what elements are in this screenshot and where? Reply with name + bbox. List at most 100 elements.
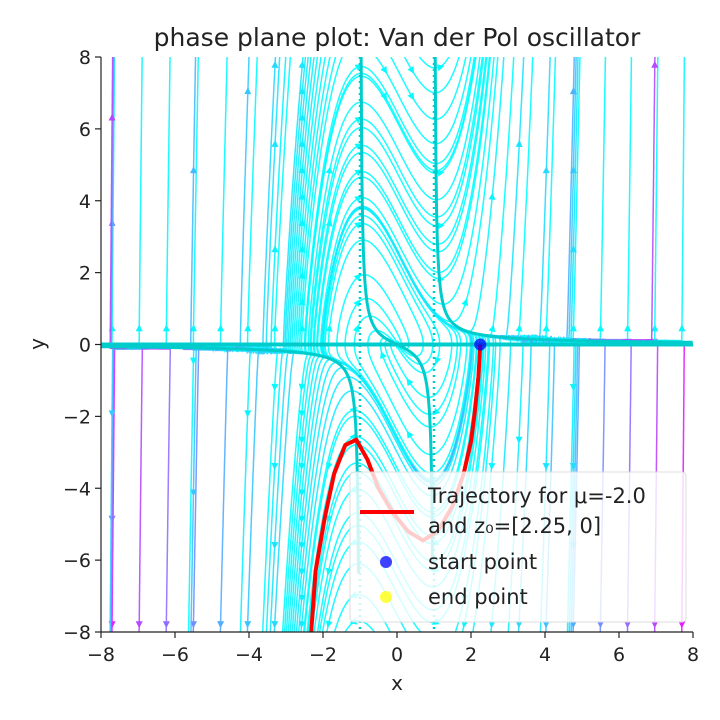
streamline-41	[297, 57, 473, 483]
streamline-9	[165, 57, 299, 355]
streamline-arrow-96	[515, 436, 523, 444]
legend: Trajectory for μ=-2.0 and z₀=[2.25, 0] s…	[349, 471, 687, 623]
x-tick-label: 8	[687, 644, 699, 666]
streamline-arrow-114	[624, 324, 632, 332]
streamline-arrow-18	[244, 410, 252, 418]
streamline-arrow-35	[298, 462, 306, 471]
streamline-119	[653, 57, 686, 345]
y-tick-label: 8	[79, 47, 91, 69]
start-point-marker	[474, 338, 487, 351]
streamline-arrow-83	[434, 356, 442, 365]
y-tick-label: −2	[63, 406, 91, 428]
streamline-arrow-56	[325, 166, 333, 174]
y-tick-label: −6	[63, 550, 91, 572]
y-tick-label: 0	[79, 335, 91, 357]
streamline-arrow-38	[298, 383, 306, 391]
streamline-arrow-72	[380, 351, 387, 359]
streamline-arrow-7	[135, 324, 143, 332]
streamline-arrow-116	[651, 324, 659, 332]
streamline-78	[403, 57, 460, 94]
streamline-arrow-117	[651, 60, 659, 68]
streamline-arrow-20	[244, 87, 252, 95]
streamline-arrow-112	[597, 324, 604, 332]
x-tick-label: −8	[87, 644, 115, 666]
y-tick-label: 6	[79, 119, 91, 141]
streamline-3	[111, 57, 140, 347]
x-tick-label: −6	[161, 644, 189, 666]
streamline-arrow-118	[678, 621, 686, 629]
streamline-arrow-8	[162, 621, 170, 629]
streamline-arrow-14	[190, 166, 197, 174]
streamline-74	[375, 57, 472, 145]
streamline-arrow-51	[325, 567, 333, 576]
streamline-arrow-9	[162, 324, 170, 332]
y-tick-label: 2	[79, 263, 91, 285]
slow-manifold-right	[433, 57, 693, 344]
streamline-0	[111, 347, 137, 632]
nullclines-layer	[101, 57, 693, 632]
streamline-arrow-78	[407, 66, 414, 74]
streamline-arrow-6	[135, 621, 143, 629]
streamline-arrow-21	[271, 621, 279, 629]
streamline-arrow-17	[244, 621, 252, 629]
streamline-arrow-67	[354, 195, 363, 203]
streamline-arrow-19	[244, 324, 252, 332]
streamline-8	[165, 343, 237, 632]
streamline-arrow-36	[298, 436, 306, 444]
streamline-arrow-23	[271, 462, 279, 471]
x-tick-label: 2	[465, 644, 477, 666]
x-tick-label: 6	[613, 644, 625, 666]
streamline-arrow-119	[678, 324, 686, 332]
x-axis-label: x	[391, 671, 403, 695]
streamline-arrow-1	[108, 515, 116, 523]
streamline-arrow-100	[542, 463, 550, 471]
streamline-arrow-99	[542, 621, 550, 629]
streamline-arrow-24	[271, 383, 279, 391]
streamline-arrow-113	[624, 621, 632, 629]
y-axis-label: y	[25, 338, 49, 350]
y-tick-label: −8	[63, 622, 91, 644]
slow-manifold-left	[101, 345, 360, 574]
streamline-arrow-106	[569, 384, 577, 391]
streamline-arrow-15	[217, 621, 225, 629]
points-layer	[474, 338, 487, 351]
streamline-arrow-111	[597, 621, 604, 629]
streamline-arrow-95	[515, 621, 523, 629]
legend-end-marker	[380, 591, 392, 603]
streamline-arrow-25	[271, 324, 279, 332]
chart-title: phase plane plot: Van der Pol oscillator	[154, 23, 641, 52]
streamline-arrow-16	[217, 324, 225, 332]
streamline-arrow-26	[271, 245, 279, 253]
streamline-arrow-28	[271, 60, 279, 68]
y-ticks: −8 −6 −4 −2 0 2 4 6 8	[63, 47, 101, 644]
streamline-arrow-91	[488, 620, 496, 629]
streamline-arrow-101	[542, 324, 550, 332]
streamline-arrow-64	[353, 299, 361, 307]
streamline-arrow-76	[406, 378, 414, 387]
streamline-arrow-93	[488, 324, 496, 333]
legend-box	[349, 471, 687, 623]
x-tick-label: 0	[391, 644, 403, 666]
streamline-arrow-37	[298, 410, 306, 418]
streamline-77	[390, 57, 467, 121]
streamline-arrow-5	[108, 113, 116, 121]
streamline-1	[110, 347, 143, 632]
streamline-arrow-86	[437, 169, 445, 177]
streamline-arrow-87	[436, 64, 445, 72]
streamline-arrow-77	[407, 92, 414, 101]
streamline-6	[138, 347, 171, 632]
streamline-arrow-22	[271, 542, 279, 550]
streamline-arrow-27	[271, 139, 279, 147]
legend-trajectory-label-line2: and z₀=[2.25, 0]	[428, 514, 601, 538]
streamline-arrow-102	[542, 166, 550, 174]
streamline-arrow-74	[380, 66, 387, 74]
x-ticks: −8 −6 −4 −2 0 2 4 6 8	[87, 632, 699, 666]
y-tick-label: −4	[63, 478, 91, 500]
streamline-arrow-115	[651, 621, 659, 629]
streamline-arrow-75	[406, 430, 414, 439]
streamline-arrow-33	[298, 515, 306, 523]
legend-start-label: start point	[428, 550, 537, 574]
legend-start-marker	[380, 556, 392, 568]
streamline-7	[138, 57, 184, 348]
